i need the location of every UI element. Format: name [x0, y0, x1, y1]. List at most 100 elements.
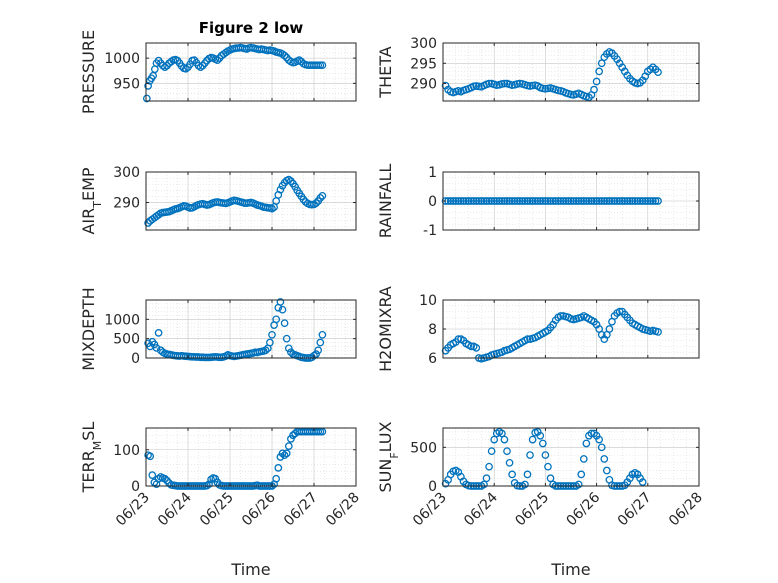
data-point	[464, 197, 473, 205]
data-point	[541, 197, 550, 205]
data-point	[467, 342, 476, 351]
data-point	[498, 197, 506, 205]
subplot-1: 950 1000 PRESSURE Figure 2 low	[79, 19, 357, 114]
data-point	[569, 197, 578, 205]
data-point	[510, 197, 519, 205]
y-tick-label: 0	[131, 351, 140, 367]
y-tick-label: 0	[428, 479, 437, 495]
subplot-7: 06/23 06/24 06/25 06/26 06/27 06/28 0 100 TERRMS…	[79, 422, 363, 579]
data-point	[579, 455, 588, 463]
subplot-3: 290 300 AIRTEMP	[79, 165, 357, 235]
data-point	[654, 197, 662, 205]
data-point	[597, 59, 606, 68]
data-point	[194, 61, 203, 70]
data-point	[314, 346, 323, 355]
data-point	[278, 305, 287, 314]
data-point	[579, 197, 588, 205]
data-point	[544, 462, 552, 471]
data-point	[587, 197, 596, 205]
data-point	[278, 449, 287, 458]
x-tick-label: 06/24	[155, 489, 195, 529]
data-point	[513, 197, 522, 205]
y-tick-label: 500	[113, 332, 140, 348]
data-point	[521, 197, 529, 205]
data-point	[505, 458, 514, 467]
data-point	[523, 335, 532, 343]
data-point	[549, 197, 557, 205]
data-point	[551, 197, 560, 205]
data-point	[574, 480, 583, 489]
data-point	[312, 350, 320, 358]
data-point	[638, 197, 647, 205]
data-point	[628, 197, 637, 205]
y-tick-label: 300	[410, 36, 437, 52]
data-point	[546, 474, 555, 483]
subplot-5: 0 500 1000 MIXDEPTH	[79, 287, 357, 371]
data-point	[144, 82, 152, 90]
subplot-6: 6 8 10 H2OMIXRA	[376, 286, 700, 372]
y-tick-label: 0	[428, 194, 437, 210]
data-point	[182, 64, 190, 73]
data-point	[526, 197, 534, 205]
data-point	[592, 197, 601, 205]
x-tick-label: 06/28	[323, 490, 363, 530]
data-point	[196, 63, 205, 72]
data-point	[276, 298, 285, 306]
subplot-4: -1 0 1 RAINFALL	[376, 164, 700, 239]
data-point	[158, 61, 167, 70]
data-point	[608, 197, 616, 205]
data-point	[531, 197, 540, 205]
data-point	[508, 197, 516, 205]
y-tick-label: 100	[113, 443, 140, 459]
y-tick-label: 500	[410, 440, 437, 456]
data-point	[636, 197, 644, 205]
data-point	[538, 197, 547, 205]
y-axis-label: AIRTEMP	[79, 167, 104, 234]
data-point	[462, 197, 470, 205]
data-point	[482, 197, 491, 205]
data-point	[480, 480, 488, 489]
data-point	[454, 335, 463, 343]
data-point	[268, 204, 276, 213]
data-point	[280, 51, 289, 60]
data-point	[268, 330, 276, 339]
data-point	[602, 466, 611, 475]
y-tick-label: 10	[419, 293, 437, 309]
data-point	[600, 455, 609, 463]
data-point	[577, 470, 586, 479]
data-point	[615, 197, 624, 205]
x-tick-label: 06/23	[113, 490, 153, 530]
data-point	[518, 197, 527, 205]
data-point	[597, 197, 606, 205]
data-point	[474, 197, 483, 205]
data-point	[280, 319, 289, 328]
data-point	[556, 312, 565, 320]
x-tick-label: 06/26	[564, 489, 604, 529]
y-tick-label: -1	[423, 223, 437, 239]
data-point	[280, 451, 289, 460]
x-axis-label: Time	[230, 560, 270, 579]
data-point	[595, 67, 604, 76]
y-tick-label: 1000	[104, 312, 140, 328]
data-point	[312, 199, 320, 207]
data-point	[284, 442, 293, 450]
data-point	[272, 315, 281, 324]
data-point	[533, 197, 542, 205]
data-point	[446, 197, 455, 205]
data-point	[528, 435, 537, 444]
data-point	[505, 197, 514, 205]
data-point	[651, 197, 660, 205]
data-point	[508, 470, 516, 479]
data-point	[284, 175, 293, 184]
axes-frame	[145, 171, 357, 231]
data-point	[318, 61, 327, 70]
data-point	[213, 56, 222, 64]
data-point	[154, 329, 163, 337]
y-tick-label: 1	[428, 165, 437, 181]
data-point	[538, 439, 547, 448]
data-point	[487, 447, 496, 456]
data-point	[610, 197, 619, 205]
data-point	[441, 197, 450, 205]
data-point	[567, 197, 575, 205]
